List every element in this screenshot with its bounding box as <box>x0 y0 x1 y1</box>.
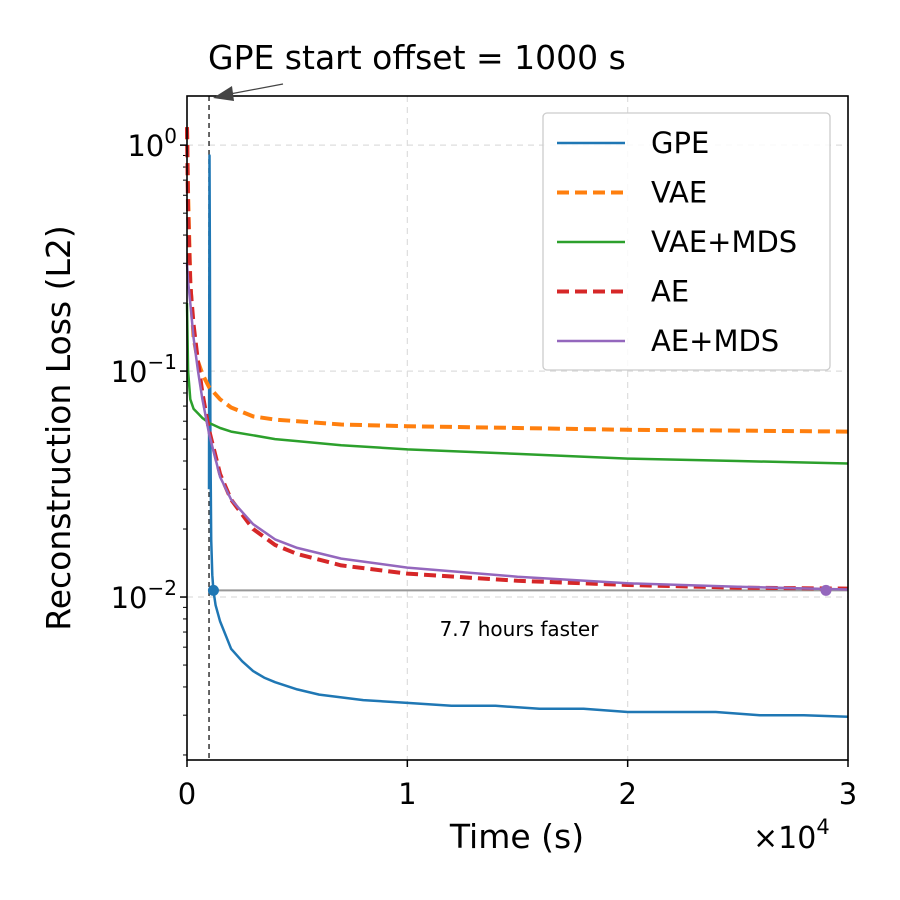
plot-frame <box>186 95 849 761</box>
legend-label: VAE <box>651 176 707 210</box>
legend-item: AE+MDS <box>557 324 779 358</box>
offset-arrow <box>213 83 284 101</box>
chart-title: GPE start offset = 1000 s <box>208 38 626 77</box>
x-scale-base: ×10 <box>753 821 816 856</box>
legend-item: VAE <box>557 176 707 210</box>
gpe-speedup-marker <box>207 584 219 596</box>
x-tick-label: 2 <box>618 777 636 811</box>
speedup-markers <box>207 584 832 596</box>
legend-item: VAE+MDS <box>557 225 797 259</box>
axis-ticks: 0 1 2 3 100 10−1 10−2 <box>111 124 858 811</box>
x-tick-label: 1 <box>398 777 416 811</box>
legend-label: GPE <box>651 126 709 160</box>
y-tick-label: 10−1 <box>111 350 177 389</box>
x-scale-exp: 4 <box>816 815 829 839</box>
legend-item: AE <box>557 275 689 309</box>
legend-label: AE <box>651 275 689 309</box>
legend-label: VAE+MDS <box>651 225 797 259</box>
series-ae-line <box>185 127 849 591</box>
y-axis-title: Reconstruction Loss (L2) <box>39 225 78 630</box>
y-tick-label: 10−2 <box>111 576 177 615</box>
legend-label: AE+MDS <box>651 324 779 358</box>
speedup-label: 7.7 hours faster <box>440 617 600 641</box>
series-lines <box>185 127 849 719</box>
x-tick-label: 0 <box>178 777 196 811</box>
legend-box <box>542 112 831 371</box>
legend: GPE VAE VAE+MDS AE AE+MDS <box>542 112 831 371</box>
y-tick-label: 100 <box>127 124 177 163</box>
ae-mds-speedup-marker <box>820 584 832 596</box>
x-tick-label: 3 <box>839 777 857 811</box>
series-ae-mds-line <box>185 263 849 591</box>
x-axis-title: Time (s) <box>449 817 584 856</box>
legend-item: GPE <box>557 126 709 160</box>
series-gpe-line <box>207 154 849 719</box>
series-vae-mds-line <box>185 303 849 465</box>
x-scale-factor: ×104 <box>753 815 830 856</box>
